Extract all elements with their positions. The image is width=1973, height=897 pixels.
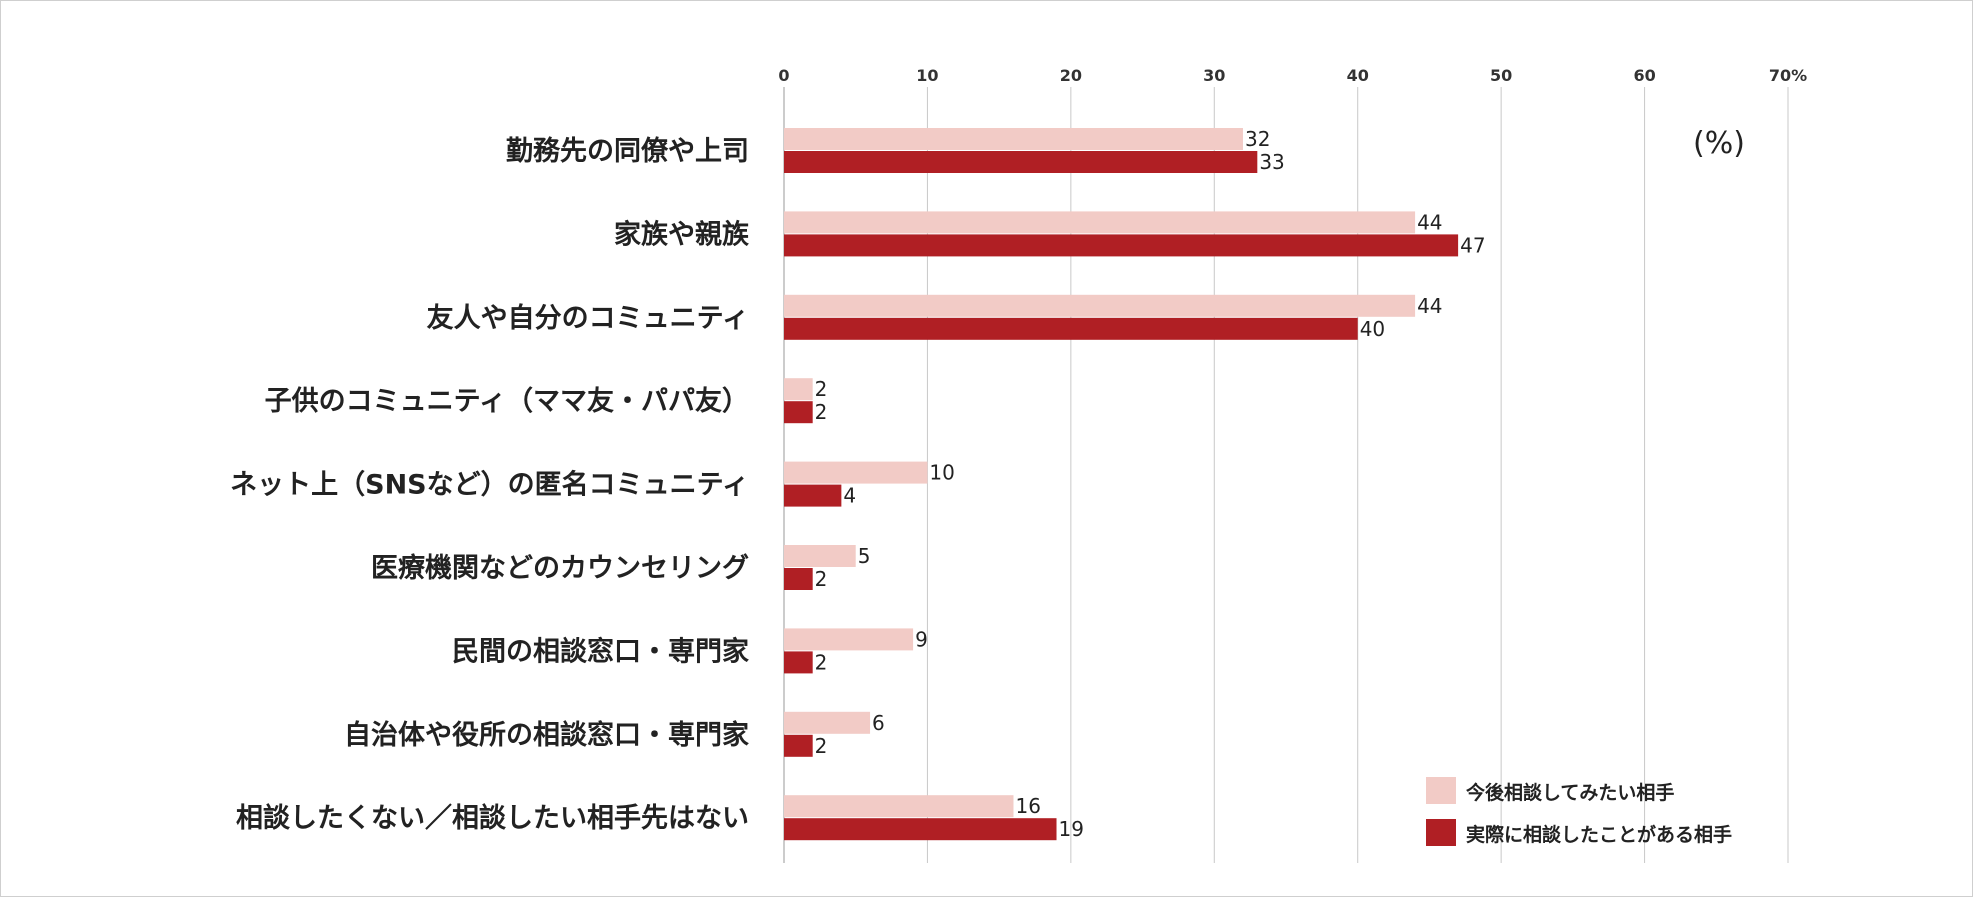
legend-swatch-future	[1426, 777, 1456, 804]
bar-future	[784, 294, 1416, 317]
legend-label-future: 今後相談してみたい相手	[1465, 781, 1674, 804]
legend: 今後相談してみたい相手 実際に相談したことがある相手	[1426, 777, 1732, 846]
bar-future	[784, 211, 1416, 234]
legend-swatch-actual	[1426, 819, 1456, 846]
data-label: 40	[1360, 317, 1385, 341]
category-label: 民間の相談窓口・専門家	[452, 635, 749, 667]
bar-actual	[784, 734, 813, 757]
legend-label-actual: 実際に相談したことがある相手	[1466, 823, 1732, 846]
bar-actual	[784, 151, 1258, 173]
data-label: 2	[815, 734, 828, 758]
x-tick-label: 70%	[1769, 66, 1807, 85]
data-label: 44	[1417, 294, 1442, 318]
data-label: 2	[815, 400, 828, 424]
bar-future	[784, 545, 856, 567]
category-label: 相談したくない／相談したい相手先はない	[236, 802, 749, 834]
category-label: 家族や親族	[614, 218, 750, 250]
bar-actual	[784, 818, 1057, 841]
x-tick-label: 20	[1060, 66, 1082, 85]
x-tick-label: 50	[1490, 66, 1512, 85]
x-tick-label: 10	[916, 66, 938, 85]
data-label: 2	[815, 377, 828, 401]
data-label: 2	[815, 567, 828, 591]
data-label: 5	[858, 544, 871, 568]
category-label: 友人や自分のコミュニティ	[427, 302, 749, 334]
category-label: 自治体や役所の相談窓口・専門家	[344, 719, 749, 751]
data-label: 6	[872, 711, 885, 735]
bar-actual	[784, 401, 813, 424]
data-label: 47	[1460, 233, 1485, 257]
bar-actual	[784, 484, 842, 507]
unit-note: (%)	[1693, 126, 1745, 161]
data-label: 2	[815, 650, 828, 674]
bar-future	[784, 378, 813, 401]
bar-actual	[784, 651, 813, 674]
bar-future	[784, 628, 914, 651]
data-label: 33	[1259, 150, 1284, 174]
category-label: 医療機関などのカウンセリング	[371, 552, 749, 584]
bar-future	[784, 128, 1243, 150]
data-label: 44	[1417, 210, 1442, 234]
data-label: 4	[843, 484, 856, 508]
data-label: 10	[929, 461, 954, 485]
bar-actual	[784, 568, 813, 590]
bar-future	[784, 795, 1014, 818]
data-label: 9	[915, 627, 928, 651]
bar-actual	[784, 317, 1358, 340]
category-label: 子供のコミュニティ（ママ友・パパ友）	[265, 386, 749, 417]
x-tick-label: 40	[1347, 66, 1369, 85]
bar-actual	[784, 234, 1459, 257]
category-labels: 勤務先の同僚や上司家族や親族友人や自分のコミュニティ子供のコミュニティ（ママ友・…	[230, 136, 750, 834]
category-label: 勤務先の同僚や上司	[506, 136, 749, 167]
x-tick-label: 0	[778, 66, 789, 85]
bar-future	[784, 461, 928, 484]
bar-future	[784, 711, 871, 734]
category-label: ネット上（SNSなど）の匿名コミュニティ	[230, 469, 749, 501]
x-axis-ticks: 0 10 20 30 40 50 60 70%	[778, 66, 1807, 85]
data-label: 16	[1015, 794, 1040, 818]
x-tick-label: 30	[1203, 66, 1225, 85]
x-tick-label: 60	[1633, 66, 1655, 85]
data-label: 32	[1245, 127, 1270, 151]
data-label: 19	[1059, 817, 1084, 841]
